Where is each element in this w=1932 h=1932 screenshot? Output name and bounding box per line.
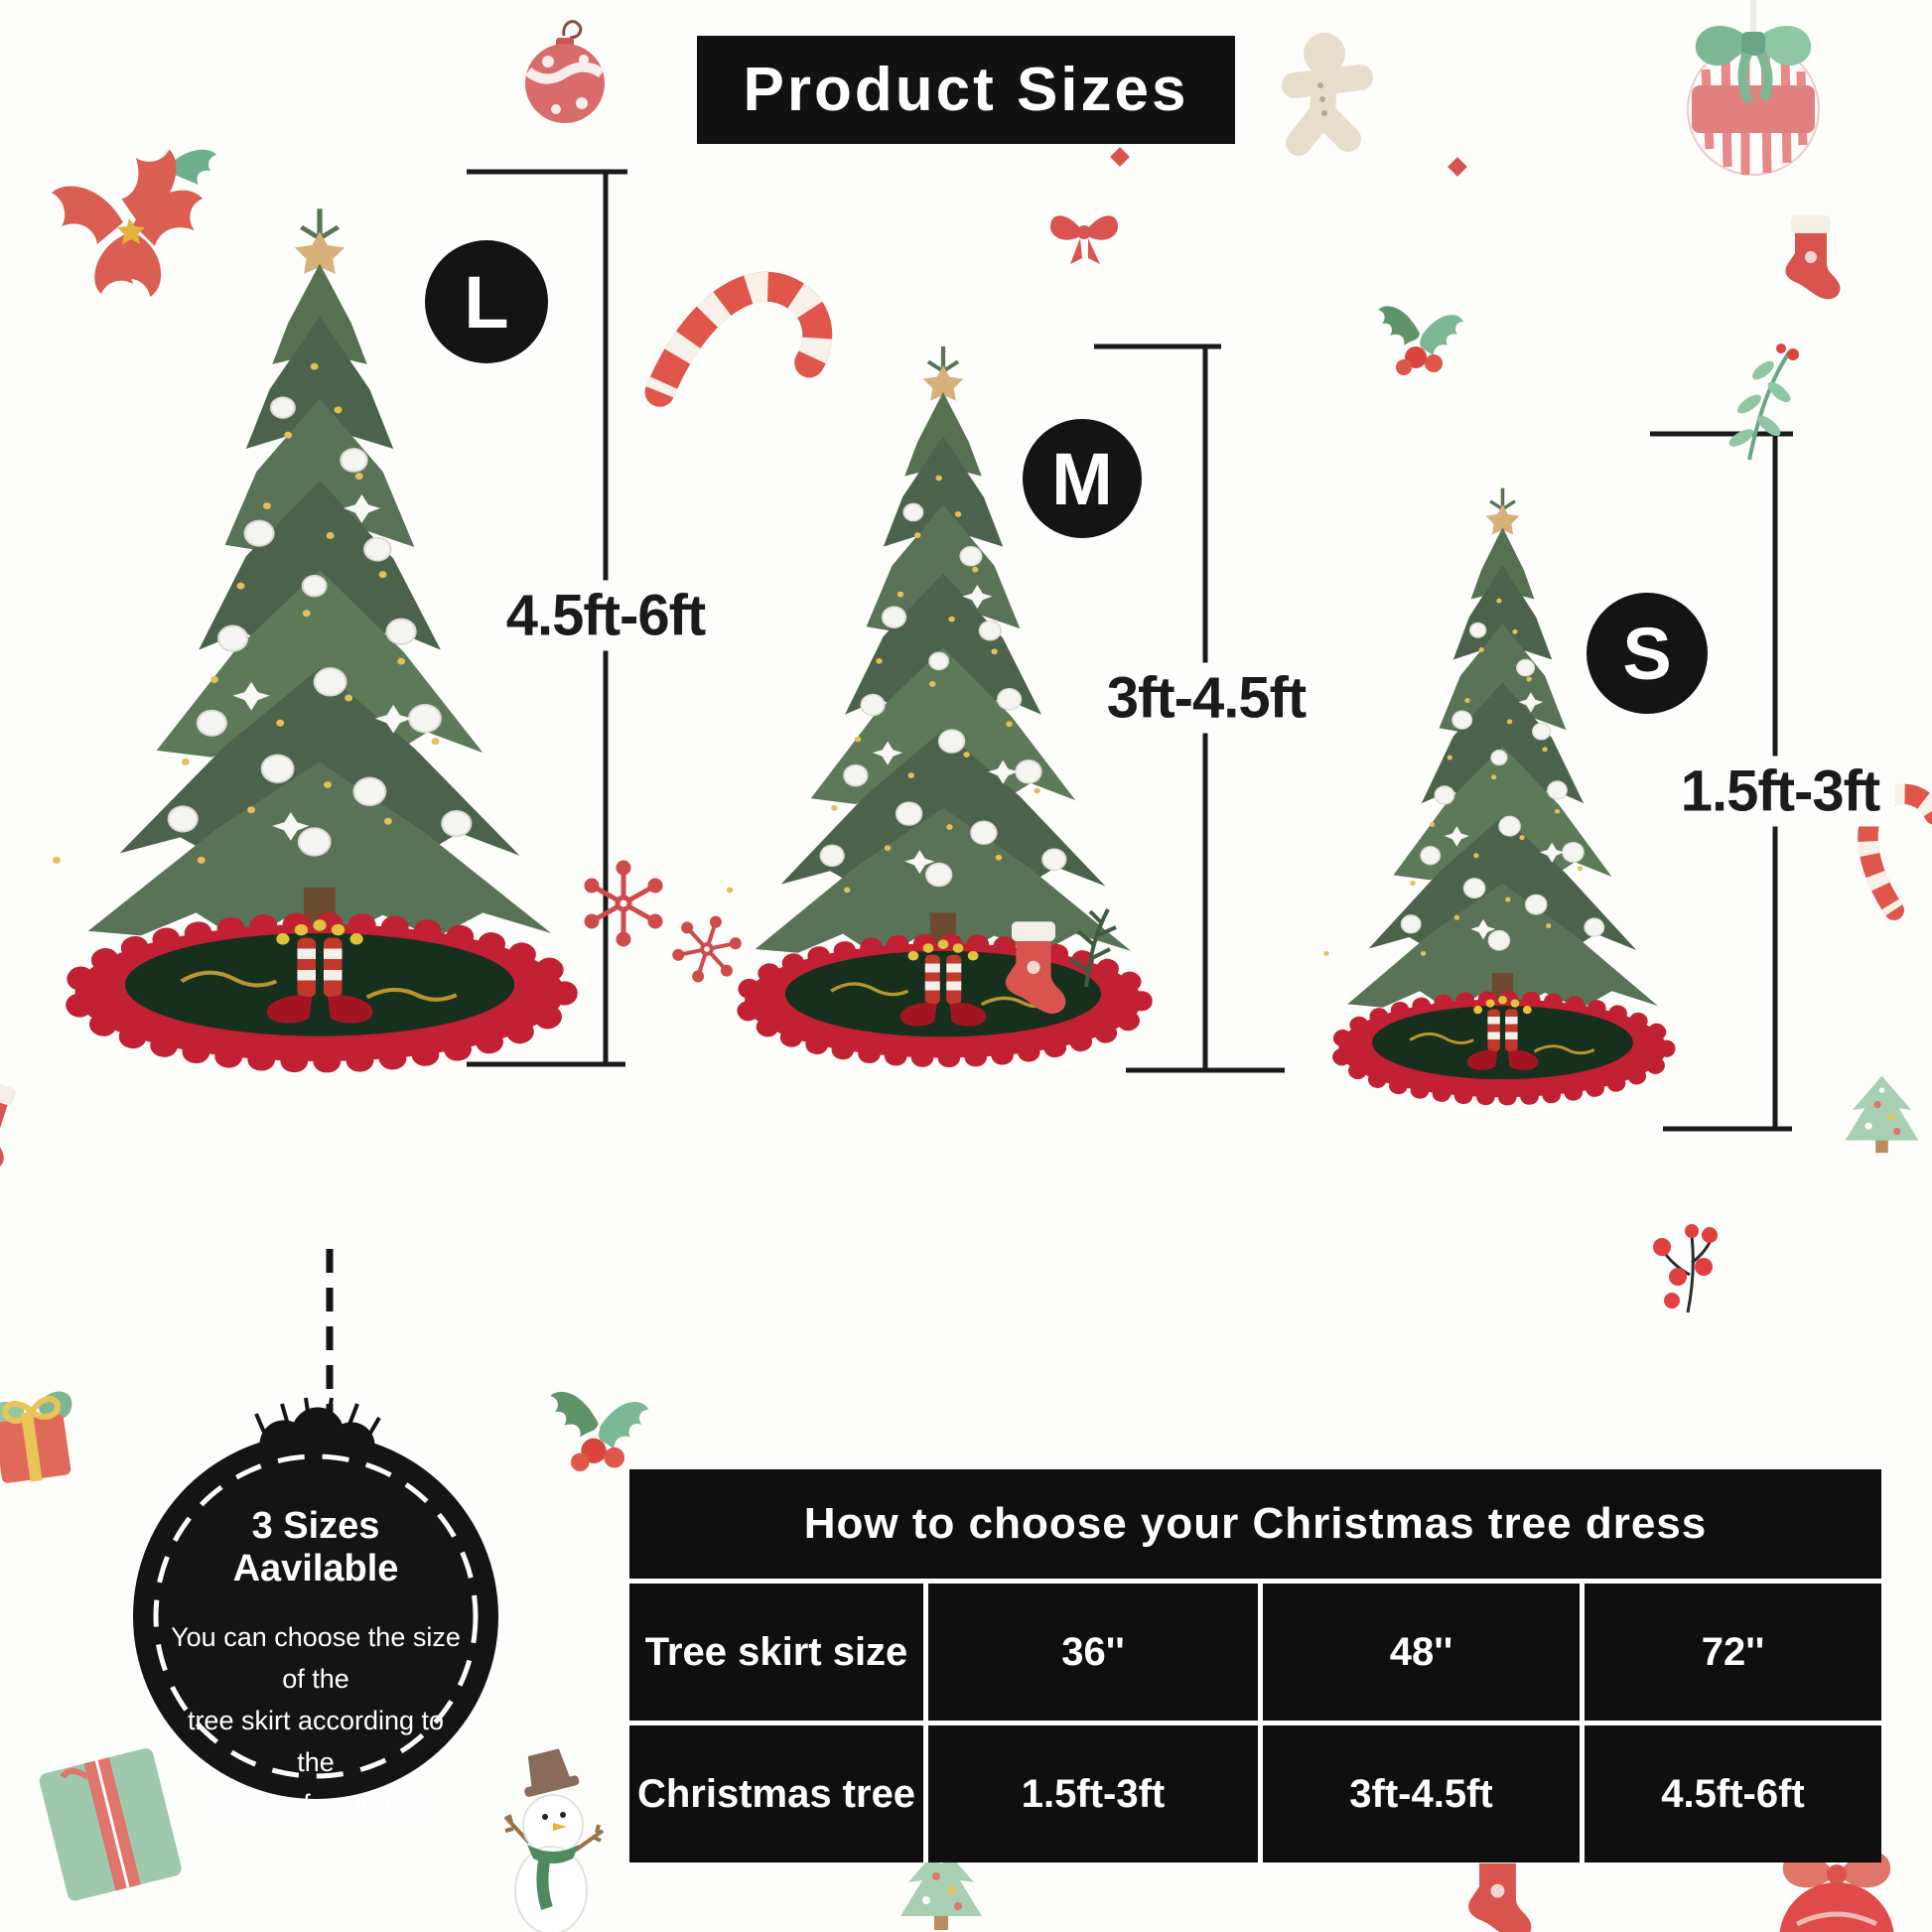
ornament-ball-dashed-border xyxy=(153,1453,479,1779)
size-badge-small-letter: S xyxy=(1622,612,1672,695)
ribbon-band-path xyxy=(0,1204,1932,1437)
size-chart-title: How to choose your Christmas tree dress xyxy=(629,1469,1881,1579)
page-title: Product Sizes xyxy=(743,56,1189,124)
size-chart-cell-tree-m: 3ft-4.5ft xyxy=(1263,1725,1580,1863)
ribbon-text: Merry Christmas xyxy=(1641,1320,1921,1434)
size-badge-large: L xyxy=(425,240,548,363)
ornament-note-line: You can choose the size of the xyxy=(171,1622,461,1694)
ribbon-text: Merry Chirstmas xyxy=(66,1181,347,1268)
ribbon-text: Merry Chirstmas xyxy=(847,1313,1127,1425)
gingerbread-man xyxy=(1282,33,1373,156)
ribbon-star: ★ xyxy=(1177,1392,1223,1443)
size-chart-cell-skirt-36: 36'' xyxy=(928,1584,1258,1721)
size-chart-row-label: Tree skirt size xyxy=(629,1584,923,1721)
ornament-note-line: tree skirt according to the xyxy=(187,1706,445,1777)
size-chart-cell-tree-s: 1.5ft-3ft xyxy=(928,1725,1258,1863)
size-badge-medium: M xyxy=(1023,419,1142,538)
red-stocking-small xyxy=(1785,215,1841,300)
size-chart-cell-skirt-72: 72'' xyxy=(1585,1584,1881,1721)
size-chart-row-label: Christmas tree xyxy=(629,1725,923,1863)
striped-bauble-green-bow xyxy=(1687,0,1820,176)
poinsettia-flower xyxy=(52,149,216,298)
red-snowflake xyxy=(587,863,660,944)
mint-tree-right xyxy=(1845,1075,1919,1154)
red-stocking-left-edge xyxy=(0,1075,26,1173)
candy-cane xyxy=(659,260,834,446)
ornament-note-heading: 3 Sizes Aavilable xyxy=(232,1505,399,1589)
red-bow xyxy=(1050,215,1118,264)
red-berries-branch xyxy=(1653,1224,1718,1313)
ribbon-star: ★ xyxy=(4,1236,59,1294)
size-chart-table: How to choose your Christmas tree dress … xyxy=(629,1469,1881,1863)
ribbon-text: Merry Chirstmas xyxy=(1248,1404,1531,1454)
size-badge-large-letter: L xyxy=(464,260,509,344)
snowman xyxy=(503,1748,605,1932)
tree-height-range-medium: 3ft-4.5ft xyxy=(1090,662,1322,734)
holly-sprig xyxy=(1378,306,1463,375)
ribbon-text-track: ★ Merry Chirstmas ★ Merry Chirstmas ★ Me… xyxy=(4,1180,1921,1454)
size-badge-small: S xyxy=(1587,593,1708,714)
ribbon-star: ★ xyxy=(1574,1396,1619,1447)
gift-box-left xyxy=(0,1391,72,1483)
tree-height-range-large: 4.5ft-6ft xyxy=(489,580,722,651)
size-chart-cell-tree-l: 4.5ft-6ft xyxy=(1585,1725,1881,1863)
ornament-with-bow-bottom-right xyxy=(1779,1852,1894,1932)
holly-sprig-left xyxy=(550,1391,649,1471)
size-chart-cell-skirt-48: 48'' xyxy=(1263,1584,1580,1721)
ribbon-band xyxy=(0,1204,1932,1437)
ribbon-star: ★ xyxy=(780,1289,833,1345)
christmas-tree-small xyxy=(1323,488,1666,1098)
pine-needle-sprig xyxy=(1068,908,1117,988)
ribbon-star: ★ xyxy=(394,1180,438,1230)
page-title-banner: Product Sizes xyxy=(697,36,1235,144)
ornament-ball xyxy=(133,1434,498,1799)
tree-height-range-small: 1.5ft-3ft xyxy=(1664,756,1896,827)
ornament-note-line: height of your tree xyxy=(207,1789,424,1819)
ornament-note: 3 Sizes Aavilable You can choose the siz… xyxy=(167,1505,465,1825)
red-diamond-accents xyxy=(1110,147,1467,177)
leafy-berry-sprig xyxy=(1728,344,1799,461)
red-snowflake-small xyxy=(669,909,746,990)
gift-box-mint-bottom xyxy=(39,1748,182,1901)
ribbon-text: Merry Chirstmas xyxy=(462,1191,742,1309)
size-badge-medium-letter: M xyxy=(1051,437,1113,520)
polka-ornament-ball xyxy=(524,20,605,123)
